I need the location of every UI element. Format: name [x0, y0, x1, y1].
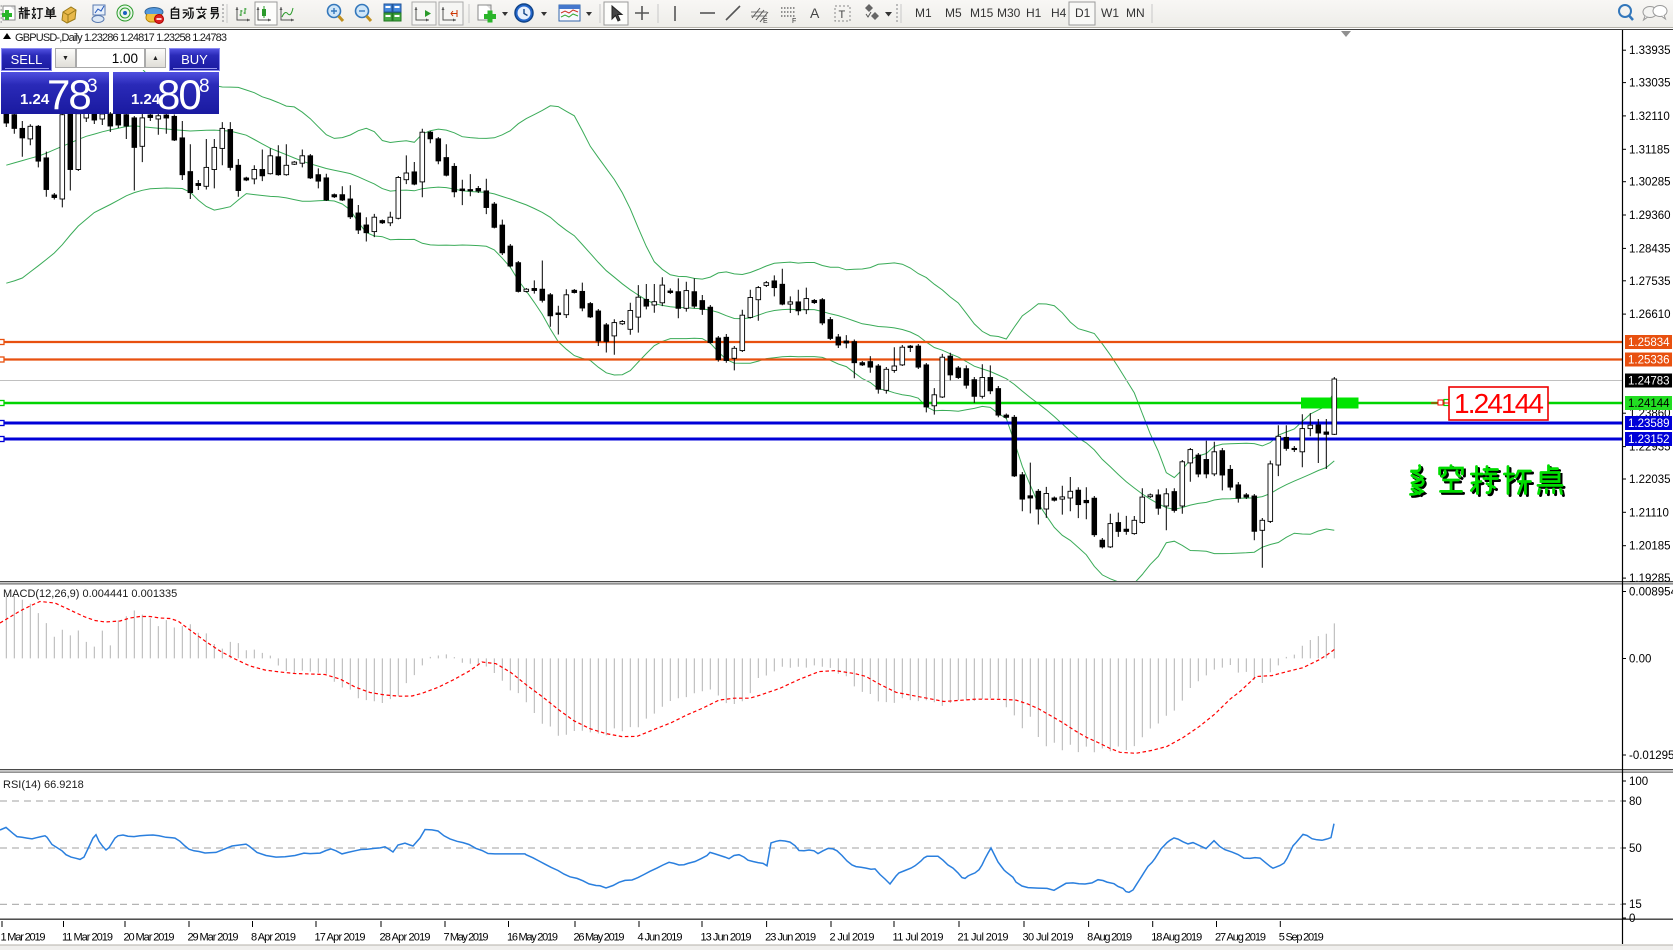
- svg-text:15: 15: [1629, 899, 1642, 911]
- svg-text:17 Apr 2019: 17 Apr 2019: [315, 932, 366, 944]
- svg-text:28 Apr 2019: 28 Apr 2019: [380, 932, 431, 944]
- svg-text:M15: M15: [970, 6, 994, 20]
- svg-text:23 Jun 2019: 23 Jun 2019: [765, 932, 816, 944]
- svg-text:1.28435: 1.28435: [1629, 243, 1671, 255]
- svg-text:2 Jul 2019: 2 Jul 2019: [830, 932, 875, 944]
- svg-text:H1: H1: [1026, 6, 1042, 20]
- svg-text:1.22035: 1.22035: [1629, 474, 1671, 486]
- svg-text:1.31185: 1.31185: [1629, 144, 1670, 156]
- svg-text:M30: M30: [997, 6, 1021, 20]
- svg-text:1.25336: 1.25336: [1628, 355, 1670, 367]
- svg-text:4 Jun 2019: 4 Jun 2019: [638, 932, 683, 944]
- svg-text:18 Aug 2019: 18 Aug 2019: [1151, 932, 1202, 944]
- svg-text:F: F: [792, 18, 796, 25]
- svg-text:-0.012957: -0.012957: [1629, 750, 1673, 762]
- svg-text:1.27535: 1.27535: [1629, 276, 1671, 288]
- svg-text:0: 0: [1629, 913, 1635, 925]
- svg-text:1.24144: 1.24144: [1628, 398, 1670, 410]
- svg-text:M5: M5: [945, 6, 962, 20]
- svg-text:1 Mar 2019: 1 Mar 2019: [1, 932, 46, 944]
- svg-text:1.24144: 1.24144: [1454, 388, 1544, 419]
- svg-text:T: T: [839, 9, 846, 21]
- svg-text:M1: M1: [915, 6, 932, 20]
- svg-text:D1: D1: [1075, 6, 1091, 20]
- svg-text:1.29360: 1.29360: [1629, 210, 1671, 222]
- svg-text:1.20185: 1.20185: [1629, 541, 1671, 553]
- svg-text:1.25834: 1.25834: [1628, 337, 1670, 349]
- svg-text:16 May 2019: 16 May 2019: [507, 932, 558, 944]
- svg-text:8 Aug 2019: 8 Aug 2019: [1087, 932, 1132, 944]
- svg-text:1.33035: 1.33035: [1629, 78, 1671, 90]
- svg-text:30 Jul 2019: 30 Jul 2019: [1023, 932, 1074, 944]
- svg-text:5 Sep 2019: 5 Sep 2019: [1279, 932, 1324, 944]
- svg-text:80: 80: [1629, 796, 1642, 808]
- svg-text:1.30285: 1.30285: [1629, 177, 1671, 189]
- svg-text:11 Jul 2019: 11 Jul 2019: [893, 932, 944, 944]
- svg-text:MACD(12,26,9) 0.004441 0.00133: MACD(12,26,9) 0.004441 0.001335: [3, 588, 177, 600]
- svg-text:1.33935: 1.33935: [1629, 45, 1671, 57]
- svg-text:13 Jun 2019: 13 Jun 2019: [701, 932, 752, 944]
- svg-text:11 Mar 2019: 11 Mar 2019: [62, 932, 113, 944]
- svg-text:1.21110: 1.21110: [1629, 507, 1669, 519]
- svg-text:1.26610: 1.26610: [1629, 309, 1671, 321]
- svg-text:W1: W1: [1101, 6, 1119, 20]
- svg-text:0.008954: 0.008954: [1629, 587, 1673, 599]
- svg-text:20 Mar 2019: 20 Mar 2019: [124, 932, 175, 944]
- svg-text:8 Apr 2019: 8 Apr 2019: [251, 932, 296, 944]
- svg-text:1.23152: 1.23152: [1628, 434, 1670, 446]
- svg-text:7 May 2019: 7 May 2019: [444, 932, 489, 944]
- svg-text:MN: MN: [1126, 6, 1145, 20]
- svg-text:1.23589: 1.23589: [1628, 418, 1670, 430]
- svg-text:1.24783: 1.24783: [1628, 376, 1670, 388]
- svg-text:100: 100: [1629, 776, 1648, 788]
- svg-text:27 Aug 2019: 27 Aug 2019: [1215, 932, 1266, 944]
- svg-text:29 Mar 2019: 29 Mar 2019: [188, 932, 239, 944]
- svg-text:1.32110: 1.32110: [1629, 111, 1670, 123]
- svg-text:H4: H4: [1051, 6, 1067, 20]
- svg-text:GBPUSD-,Daily 1.23286 1.24817: GBPUSD-,Daily 1.23286 1.24817 1.23258 1.…: [15, 32, 227, 44]
- svg-text:1.19285: 1.19285: [1629, 573, 1671, 585]
- svg-text:50: 50: [1629, 843, 1642, 855]
- svg-text:A: A: [810, 5, 820, 21]
- svg-text:0.00: 0.00: [1629, 654, 1651, 666]
- svg-text:21 Jul 2019: 21 Jul 2019: [958, 932, 1009, 944]
- svg-text:26 May 2019: 26 May 2019: [574, 932, 625, 944]
- svg-text:E: E: [763, 18, 768, 25]
- svg-text:RSI(14) 66.9218: RSI(14) 66.9218: [3, 779, 84, 791]
